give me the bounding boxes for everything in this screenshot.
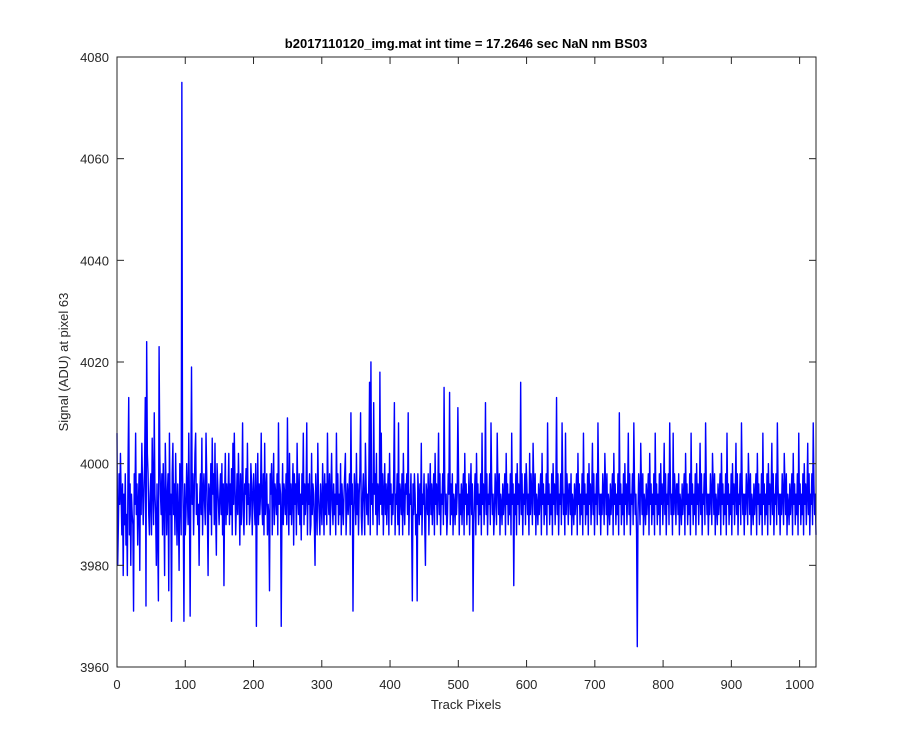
tick-layer: 0 100 200 300 400 500 600 700 800 900 1000 3960 3980… [80, 50, 816, 692]
y-tick-label: 4060 [80, 152, 109, 167]
x-tick-label: 700 [584, 677, 606, 692]
x-axis-label: Track Pixels [431, 697, 502, 712]
y-tick-label: 4000 [80, 457, 109, 472]
x-tick-label: 500 [447, 677, 469, 692]
y-tick-label: 4080 [80, 50, 109, 65]
plot-area [117, 57, 816, 667]
x-tick-label: 200 [243, 677, 265, 692]
series-line-1 [116, 81, 817, 648]
chart-title: b2017110120_img.mat int time = 17.2646 s… [285, 36, 647, 51]
y-axis-label: Signal (ADU) at pixel 63 [56, 293, 71, 432]
x-tick-label: 600 [516, 677, 538, 692]
y-tick-label: 3980 [80, 558, 109, 573]
y-tick-label: 4020 [80, 355, 109, 370]
x-tick-label: 100 [174, 677, 196, 692]
axes-box [116, 56, 817, 668]
x-tick-label: 300 [311, 677, 333, 692]
y-tick-label: 4040 [80, 253, 109, 268]
x-tick-label: 400 [379, 677, 401, 692]
x-tick-label: 0 [113, 677, 120, 692]
series-layer [116, 81, 817, 648]
x-tick-label: 800 [652, 677, 674, 692]
y-tick-label: 3960 [80, 660, 109, 675]
x-tick-label: 900 [721, 677, 743, 692]
x-tick-label: 1000 [785, 677, 814, 692]
